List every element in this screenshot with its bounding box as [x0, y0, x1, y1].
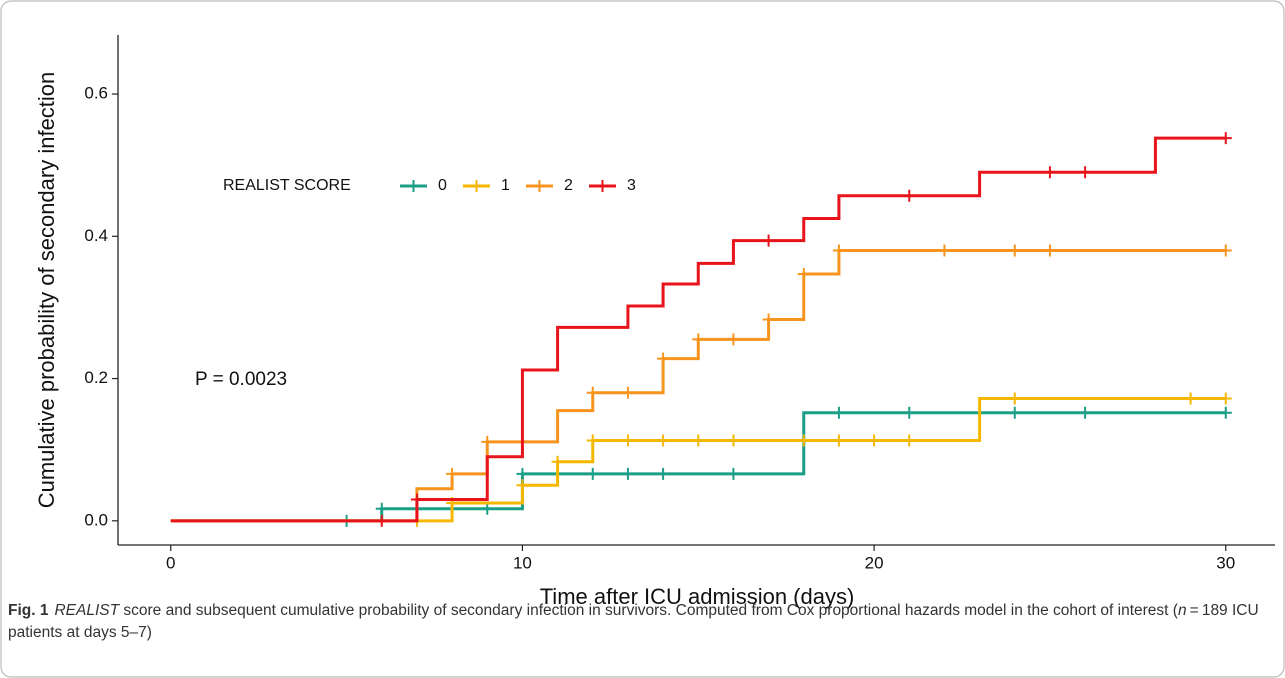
- censor-mark: [551, 455, 564, 468]
- km-curve: [170, 136, 1226, 523]
- caption: Fig. 1 REALIST score and subsequent cumul…: [8, 600, 1276, 644]
- censor-mark: [446, 467, 459, 480]
- censor-mark: [938, 244, 951, 257]
- censor-mark: [586, 386, 599, 399]
- censor-mark: [375, 514, 388, 527]
- censor-mark: [762, 234, 775, 247]
- y-axis-title: Cumulative probability of secondary infe…: [34, 72, 59, 509]
- censor-mark: [1043, 166, 1056, 179]
- caption-text: n: [1177, 602, 1187, 619]
- censor-mark: [1079, 406, 1092, 419]
- censor-mark: [903, 434, 916, 447]
- km-curve: [170, 249, 1226, 523]
- censor-mark: [1043, 244, 1056, 257]
- legend-swatch: [533, 180, 546, 192]
- censor-mark: [621, 386, 634, 399]
- legend-label: 0: [438, 177, 447, 194]
- caption-text: score and subsequent cumulative probabil…: [119, 602, 1178, 619]
- censor-mark: [1219, 244, 1232, 257]
- censor-mark: [1219, 406, 1232, 419]
- x-tick-label: 20: [865, 553, 884, 572]
- censor-mark: [481, 502, 494, 515]
- p-value: P = 0.0023: [195, 369, 287, 390]
- x-axis-title: Time after ICU admission (days): [540, 584, 855, 609]
- censor-mark: [516, 467, 529, 480]
- legend-swatch: [596, 180, 609, 192]
- censor-mark: [657, 352, 670, 365]
- censor-mark: [832, 406, 845, 419]
- y-tick-label: 0.2: [84, 368, 108, 387]
- censor-mark: [832, 434, 845, 447]
- y-tick-label: 0.4: [84, 226, 108, 245]
- censor-mark: [621, 467, 634, 480]
- censor-mark: [797, 267, 810, 280]
- censor-mark: [1008, 406, 1021, 419]
- censor-mark: [375, 502, 388, 515]
- censor-mark: [621, 434, 634, 447]
- censor-mark: [903, 189, 916, 202]
- censor-mark: [1219, 392, 1232, 405]
- caption-text: = 189 ICU patients at days 5–7): [8, 602, 1259, 641]
- legend-label: 2: [564, 177, 573, 194]
- censor-mark: [868, 434, 881, 447]
- x-tick-label: 30: [1216, 553, 1235, 572]
- censor-mark: [516, 479, 529, 492]
- censor-mark: [481, 435, 494, 448]
- censor-mark: [692, 434, 705, 447]
- censor-mark: [832, 244, 845, 257]
- censor-mark: [762, 313, 775, 326]
- legend-swatch: [470, 180, 483, 192]
- y-tick-label: 0.6: [84, 84, 108, 103]
- legend-swatch: [407, 180, 420, 192]
- legend-title: REALIST SCORE: [223, 177, 351, 194]
- km-curve: [170, 411, 1226, 523]
- censor-mark: [1008, 244, 1021, 257]
- censor-mark: [692, 333, 705, 346]
- x-tick-label: 10: [513, 553, 532, 572]
- x-tick-label: 0: [166, 553, 175, 572]
- censor-mark: [657, 467, 670, 480]
- censor-mark: [1079, 166, 1092, 179]
- censor-mark: [586, 434, 599, 447]
- censor-mark: [727, 467, 740, 480]
- legend-label: 1: [501, 177, 510, 194]
- censor-mark: [1008, 392, 1021, 405]
- censor-mark: [1219, 132, 1232, 145]
- km-curve: [170, 396, 1226, 523]
- caption-label: Fig. 1: [8, 602, 49, 619]
- censor-mark: [903, 406, 916, 419]
- caption-text: REALIST: [54, 602, 120, 619]
- y-tick-label: 0.0: [84, 510, 108, 529]
- censor-mark: [727, 434, 740, 447]
- legend-label: 3: [627, 177, 636, 194]
- censor-mark: [727, 333, 740, 346]
- censor-mark: [586, 467, 599, 480]
- censor-mark: [410, 493, 423, 506]
- censor-mark: [657, 434, 670, 447]
- censor-mark: [797, 434, 810, 447]
- censor-mark: [1184, 392, 1197, 405]
